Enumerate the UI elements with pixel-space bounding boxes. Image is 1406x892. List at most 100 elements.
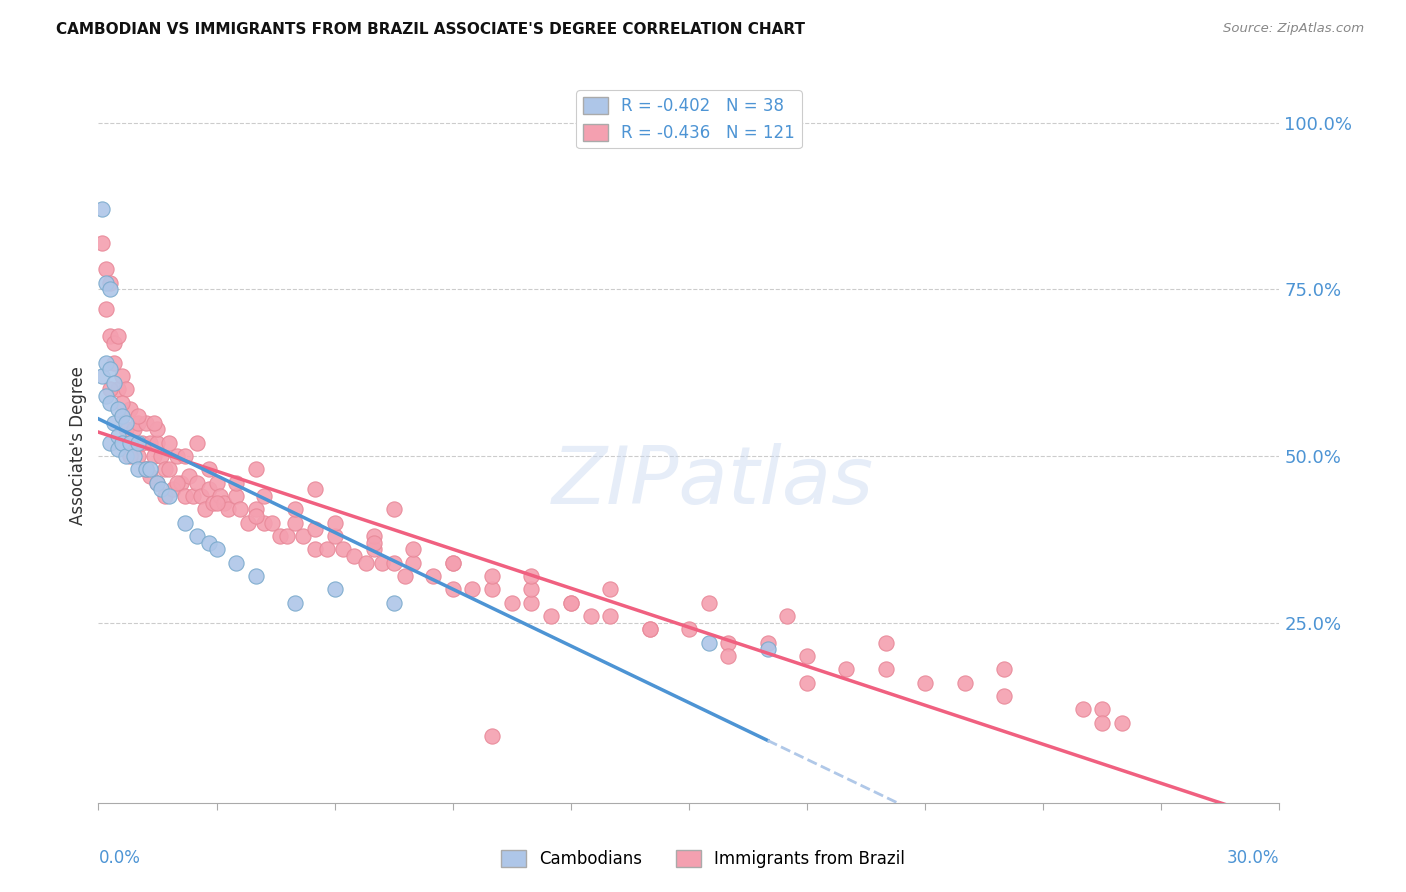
Point [205, 496, 228, 510]
Point [146, 475, 169, 490]
Point [174, 449, 197, 463]
Y-axis label: Associate's Degree: Associate's Degree [69, 367, 87, 525]
Point [520, 596, 543, 610]
Point [382, 556, 405, 570]
Point [98, 395, 121, 409]
Point [127, 416, 149, 430]
Point [115, 382, 138, 396]
Point [354, 556, 377, 570]
Point [697, 636, 720, 650]
Point [146, 475, 169, 490]
Point [96, 276, 118, 290]
Text: 0.0%: 0.0% [98, 849, 141, 867]
Point [115, 449, 138, 463]
Point [205, 475, 228, 490]
Point [118, 402, 141, 417]
Point [363, 542, 385, 557]
Point [127, 449, 149, 463]
Point [157, 489, 180, 503]
Point [142, 449, 165, 463]
Point [138, 469, 160, 483]
Point [174, 516, 197, 530]
Point [170, 475, 193, 490]
Point [560, 596, 582, 610]
Point [382, 596, 405, 610]
Point [142, 416, 165, 430]
Point [371, 556, 394, 570]
Point [122, 442, 145, 457]
Point [115, 422, 138, 436]
Point [111, 409, 134, 423]
Point [138, 435, 160, 450]
Point [953, 675, 976, 690]
Point [127, 435, 149, 450]
Point [111, 395, 134, 409]
Legend: Cambodians, Immigrants from Brazil: Cambodians, Immigrants from Brazil [495, 843, 911, 875]
Point [520, 569, 543, 583]
Point [1071, 702, 1094, 716]
Point [253, 489, 276, 503]
Point [292, 529, 315, 543]
Point [304, 483, 326, 497]
Point [146, 422, 169, 436]
Point [225, 556, 247, 570]
Point [135, 416, 157, 430]
Point [131, 435, 153, 450]
Point [111, 409, 134, 423]
Point [190, 489, 212, 503]
Point [135, 462, 157, 476]
Point [599, 609, 621, 624]
Point [166, 449, 188, 463]
Point [118, 449, 141, 463]
Point [323, 582, 346, 597]
Point [107, 429, 129, 443]
Point [186, 435, 208, 450]
Point [98, 382, 121, 396]
Point [205, 542, 228, 557]
Point [481, 582, 503, 597]
Point [177, 469, 200, 483]
Point [269, 529, 291, 543]
Point [209, 489, 232, 503]
Point [157, 435, 180, 450]
Point [146, 435, 169, 450]
Point [441, 582, 464, 597]
Point [520, 582, 543, 597]
Legend: R = -0.402   N = 38, R = -0.436   N = 121: R = -0.402 N = 38, R = -0.436 N = 121 [576, 90, 801, 148]
Point [1091, 715, 1114, 730]
Point [186, 475, 208, 490]
Point [91, 368, 114, 383]
Point [481, 569, 503, 583]
Point [96, 302, 118, 317]
Point [638, 623, 661, 637]
Point [875, 636, 897, 650]
Point [96, 389, 118, 403]
Point [135, 462, 157, 476]
Point [245, 462, 267, 476]
Point [481, 729, 503, 743]
Point [1091, 702, 1114, 716]
Point [166, 475, 188, 490]
Point [284, 502, 307, 516]
Text: Source: ZipAtlas.com: Source: ZipAtlas.com [1223, 22, 1364, 36]
Point [236, 516, 259, 530]
Point [96, 356, 118, 370]
Point [875, 662, 897, 676]
Point [638, 623, 661, 637]
Point [284, 516, 307, 530]
Point [1111, 715, 1133, 730]
Point [157, 462, 180, 476]
Point [993, 662, 1015, 676]
Point [323, 516, 346, 530]
Point [98, 329, 121, 343]
Point [756, 636, 779, 650]
Point [678, 623, 700, 637]
Point [441, 556, 464, 570]
Point [181, 489, 204, 503]
Point [162, 483, 184, 497]
Point [103, 356, 125, 370]
Point [394, 569, 416, 583]
Point [776, 609, 799, 624]
Point [98, 276, 121, 290]
Point [103, 335, 125, 350]
